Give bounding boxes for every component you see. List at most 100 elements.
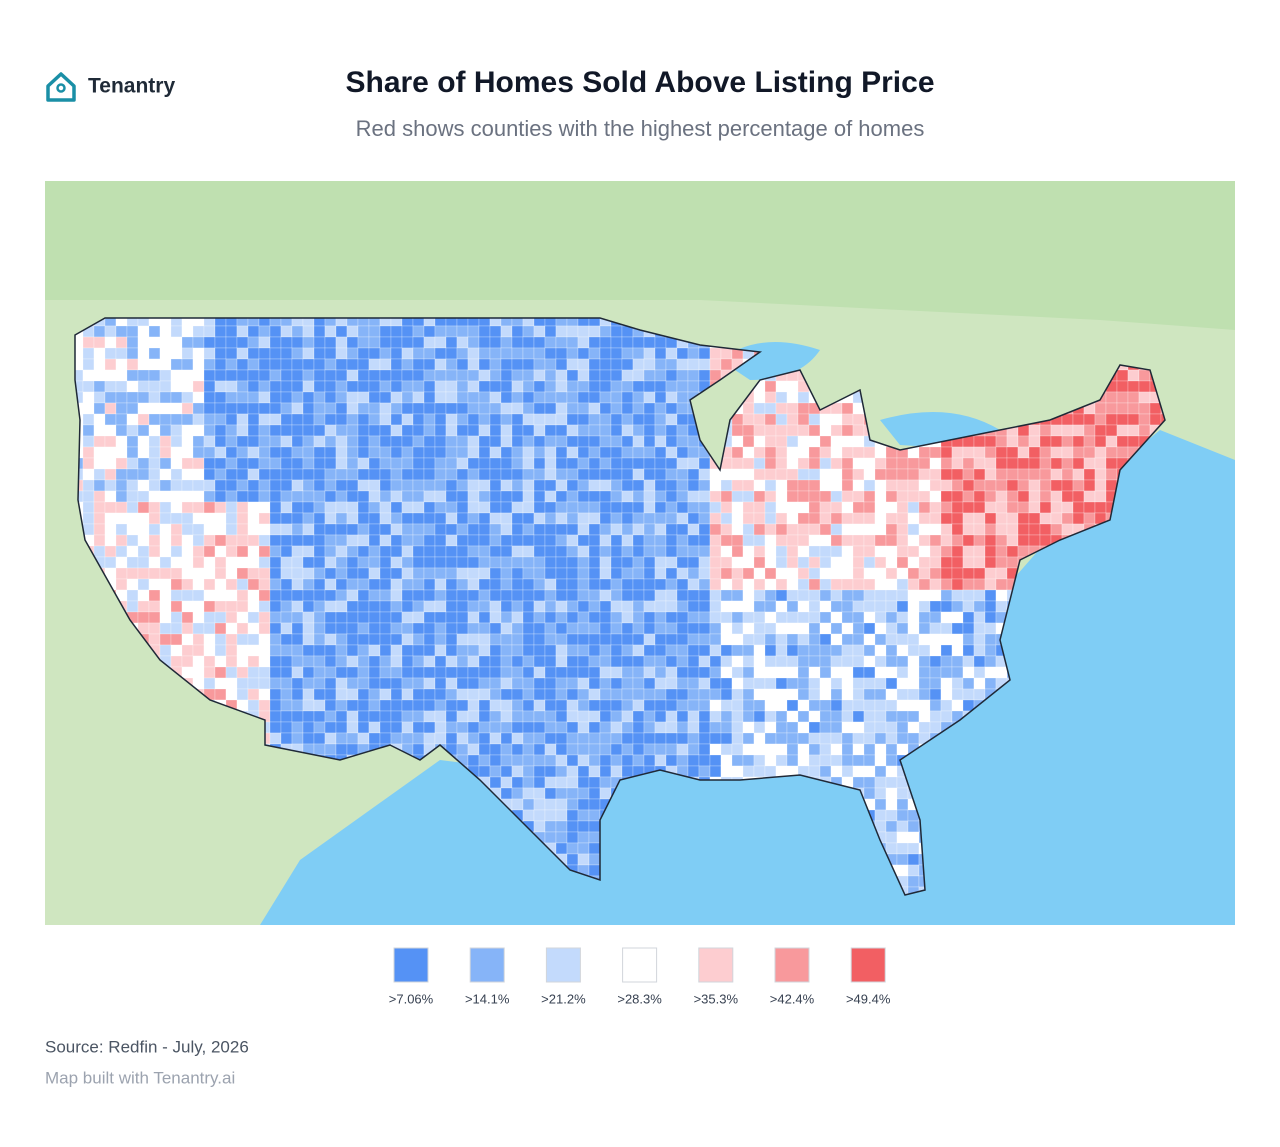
county bbox=[555, 446, 568, 459]
county bbox=[709, 556, 722, 569]
county bbox=[995, 666, 1008, 679]
logo[interactable]: Tenantry bbox=[46, 72, 175, 102]
county bbox=[126, 380, 139, 393]
county bbox=[720, 710, 733, 723]
county bbox=[632, 490, 645, 503]
county bbox=[236, 490, 249, 503]
county bbox=[577, 699, 590, 712]
county bbox=[742, 424, 755, 437]
county bbox=[346, 666, 359, 679]
county bbox=[159, 644, 172, 657]
county bbox=[379, 567, 392, 580]
county bbox=[896, 721, 909, 734]
county bbox=[775, 644, 788, 657]
county bbox=[808, 666, 821, 679]
county bbox=[346, 446, 359, 459]
county bbox=[918, 567, 931, 580]
county bbox=[544, 688, 557, 701]
county bbox=[654, 369, 667, 382]
county bbox=[412, 402, 425, 415]
county bbox=[654, 754, 667, 767]
county bbox=[764, 479, 777, 492]
county bbox=[698, 655, 711, 668]
county bbox=[577, 677, 590, 690]
county bbox=[632, 633, 645, 646]
county bbox=[797, 490, 810, 503]
county bbox=[478, 666, 491, 679]
county bbox=[676, 666, 689, 679]
county bbox=[280, 633, 293, 646]
county bbox=[115, 336, 128, 349]
county bbox=[566, 358, 579, 371]
county bbox=[951, 556, 964, 569]
county bbox=[676, 435, 689, 448]
county bbox=[819, 611, 832, 624]
county bbox=[412, 710, 425, 723]
county bbox=[610, 479, 623, 492]
county bbox=[874, 688, 887, 701]
county bbox=[841, 655, 854, 668]
county bbox=[676, 413, 689, 426]
county bbox=[225, 468, 238, 481]
county bbox=[896, 655, 909, 668]
county bbox=[852, 721, 865, 734]
county bbox=[324, 534, 337, 547]
county bbox=[335, 534, 348, 547]
county bbox=[588, 424, 601, 437]
county bbox=[467, 457, 480, 470]
county bbox=[214, 567, 227, 580]
county bbox=[324, 391, 337, 404]
county bbox=[456, 600, 469, 613]
county bbox=[445, 380, 458, 393]
county bbox=[830, 435, 843, 448]
county bbox=[423, 633, 436, 646]
county bbox=[258, 336, 271, 349]
county bbox=[841, 611, 854, 624]
county bbox=[104, 347, 117, 360]
county bbox=[1039, 501, 1052, 514]
county bbox=[852, 776, 865, 789]
county bbox=[577, 512, 590, 525]
county bbox=[192, 556, 205, 569]
county bbox=[808, 501, 821, 514]
county bbox=[489, 534, 502, 547]
county bbox=[368, 732, 381, 745]
county bbox=[610, 556, 623, 569]
county bbox=[841, 402, 854, 415]
county bbox=[654, 402, 667, 415]
county bbox=[588, 754, 601, 767]
county bbox=[555, 842, 568, 855]
county bbox=[863, 710, 876, 723]
county bbox=[808, 490, 821, 503]
county bbox=[720, 589, 733, 602]
county bbox=[214, 600, 227, 613]
county bbox=[258, 622, 271, 635]
county bbox=[544, 600, 557, 613]
county bbox=[907, 457, 920, 470]
county bbox=[676, 655, 689, 668]
county bbox=[863, 457, 876, 470]
county bbox=[412, 457, 425, 470]
county bbox=[357, 490, 370, 503]
county bbox=[291, 534, 304, 547]
county bbox=[555, 567, 568, 580]
county bbox=[302, 534, 315, 547]
county bbox=[687, 490, 700, 503]
county bbox=[522, 424, 535, 437]
county bbox=[313, 710, 326, 723]
county bbox=[720, 622, 733, 635]
county bbox=[423, 479, 436, 492]
county bbox=[269, 644, 282, 657]
county bbox=[346, 600, 359, 613]
county bbox=[280, 545, 293, 558]
county bbox=[1105, 424, 1118, 437]
county bbox=[885, 688, 898, 701]
county bbox=[500, 413, 513, 426]
county bbox=[654, 578, 667, 591]
county bbox=[368, 501, 381, 514]
county bbox=[874, 710, 887, 723]
county bbox=[808, 655, 821, 668]
county bbox=[775, 589, 788, 602]
county bbox=[1061, 413, 1074, 426]
county bbox=[830, 699, 843, 712]
